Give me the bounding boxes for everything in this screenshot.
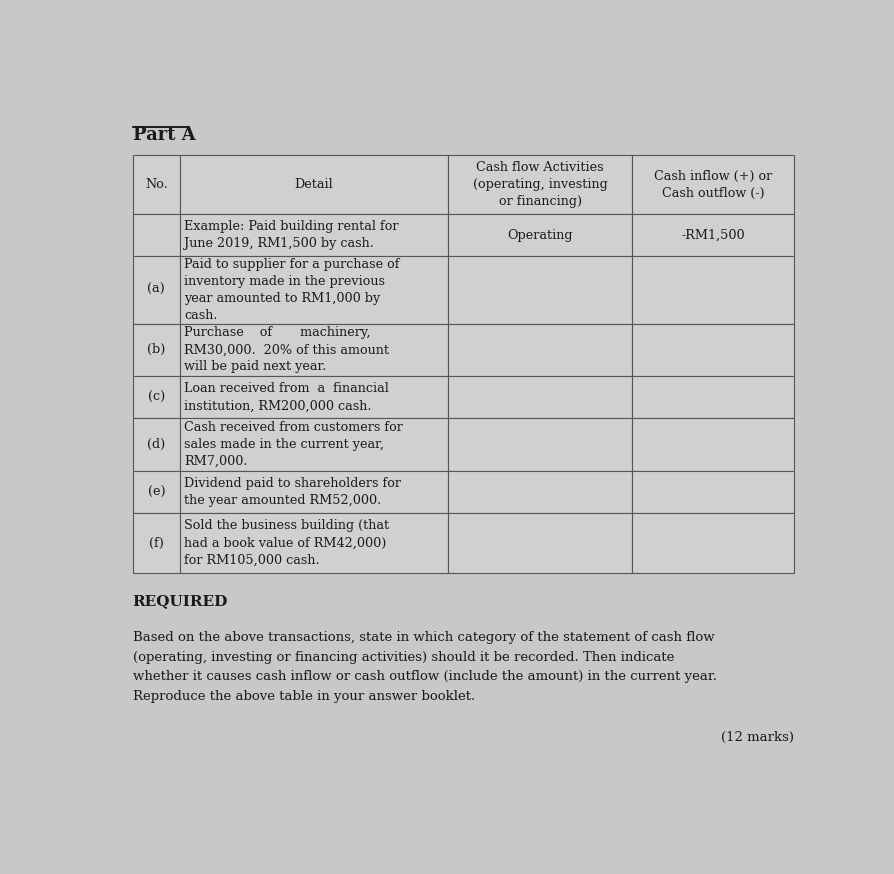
- Bar: [448, 256, 632, 323]
- Bar: [181, 214, 448, 256]
- Bar: [181, 471, 448, 513]
- Text: Loan received from  a  financial
institution, RM200,000 cash.: Loan received from a financial instituti…: [184, 382, 389, 413]
- Bar: [132, 513, 181, 572]
- Bar: [632, 376, 794, 419]
- Bar: [448, 214, 632, 256]
- Bar: [181, 323, 448, 376]
- Bar: [632, 256, 794, 323]
- Text: Purchase    of       machinery,
RM30,000.  20% of this amount
will be paid next : Purchase of machinery, RM30,000. 20% of …: [184, 326, 389, 373]
- Text: -RM1,500: -RM1,500: [681, 229, 745, 241]
- Bar: [632, 214, 794, 256]
- Text: Based on the above transactions, state in which category of the statement of cas: Based on the above transactions, state i…: [132, 631, 716, 703]
- Text: Cash inflow (+) or
Cash outflow (-): Cash inflow (+) or Cash outflow (-): [654, 170, 772, 199]
- Text: Cash flow Activities
(operating, investing
or financing): Cash flow Activities (operating, investi…: [473, 161, 608, 208]
- Bar: [448, 471, 632, 513]
- Text: (f): (f): [149, 537, 164, 550]
- Text: Operating: Operating: [508, 229, 573, 241]
- Text: (a): (a): [148, 283, 165, 296]
- Bar: [632, 513, 794, 572]
- Bar: [132, 323, 181, 376]
- Text: (c): (c): [148, 391, 165, 404]
- Bar: [132, 214, 181, 256]
- Bar: [132, 471, 181, 513]
- Text: No.: No.: [145, 178, 168, 191]
- Bar: [181, 513, 448, 572]
- Bar: [448, 323, 632, 376]
- Text: Sold the business building (that
had a book value of RM42,000)
for RM105,000 cas: Sold the business building (that had a b…: [184, 519, 390, 566]
- Bar: [448, 156, 632, 214]
- Bar: [632, 323, 794, 376]
- Bar: [632, 419, 794, 471]
- Bar: [632, 471, 794, 513]
- Text: Cash received from customers for
sales made in the current year,
RM7,000.: Cash received from customers for sales m…: [184, 421, 403, 468]
- Text: Paid to supplier for a purchase of
inventory made in the previous
year amounted : Paid to supplier for a purchase of inven…: [184, 258, 400, 322]
- Bar: [181, 419, 448, 471]
- Text: (b): (b): [148, 343, 165, 357]
- Text: (d): (d): [148, 438, 165, 451]
- Bar: [132, 256, 181, 323]
- Text: Example: Paid building rental for
June 2019, RM1,500 by cash.: Example: Paid building rental for June 2…: [184, 220, 399, 250]
- Bar: [448, 419, 632, 471]
- Text: (12 marks): (12 marks): [721, 731, 794, 744]
- Text: REQUIRED: REQUIRED: [132, 594, 228, 608]
- Bar: [132, 419, 181, 471]
- Bar: [448, 513, 632, 572]
- Bar: [132, 156, 181, 214]
- Bar: [448, 376, 632, 419]
- Bar: [181, 376, 448, 419]
- Bar: [181, 256, 448, 323]
- Text: (e): (e): [148, 486, 165, 499]
- Text: Dividend paid to shareholders for
the year amounted RM52,000.: Dividend paid to shareholders for the ye…: [184, 477, 401, 507]
- Bar: [181, 156, 448, 214]
- Text: Detail: Detail: [295, 178, 333, 191]
- Bar: [632, 156, 794, 214]
- Text: Part A: Part A: [132, 127, 195, 144]
- Bar: [132, 376, 181, 419]
